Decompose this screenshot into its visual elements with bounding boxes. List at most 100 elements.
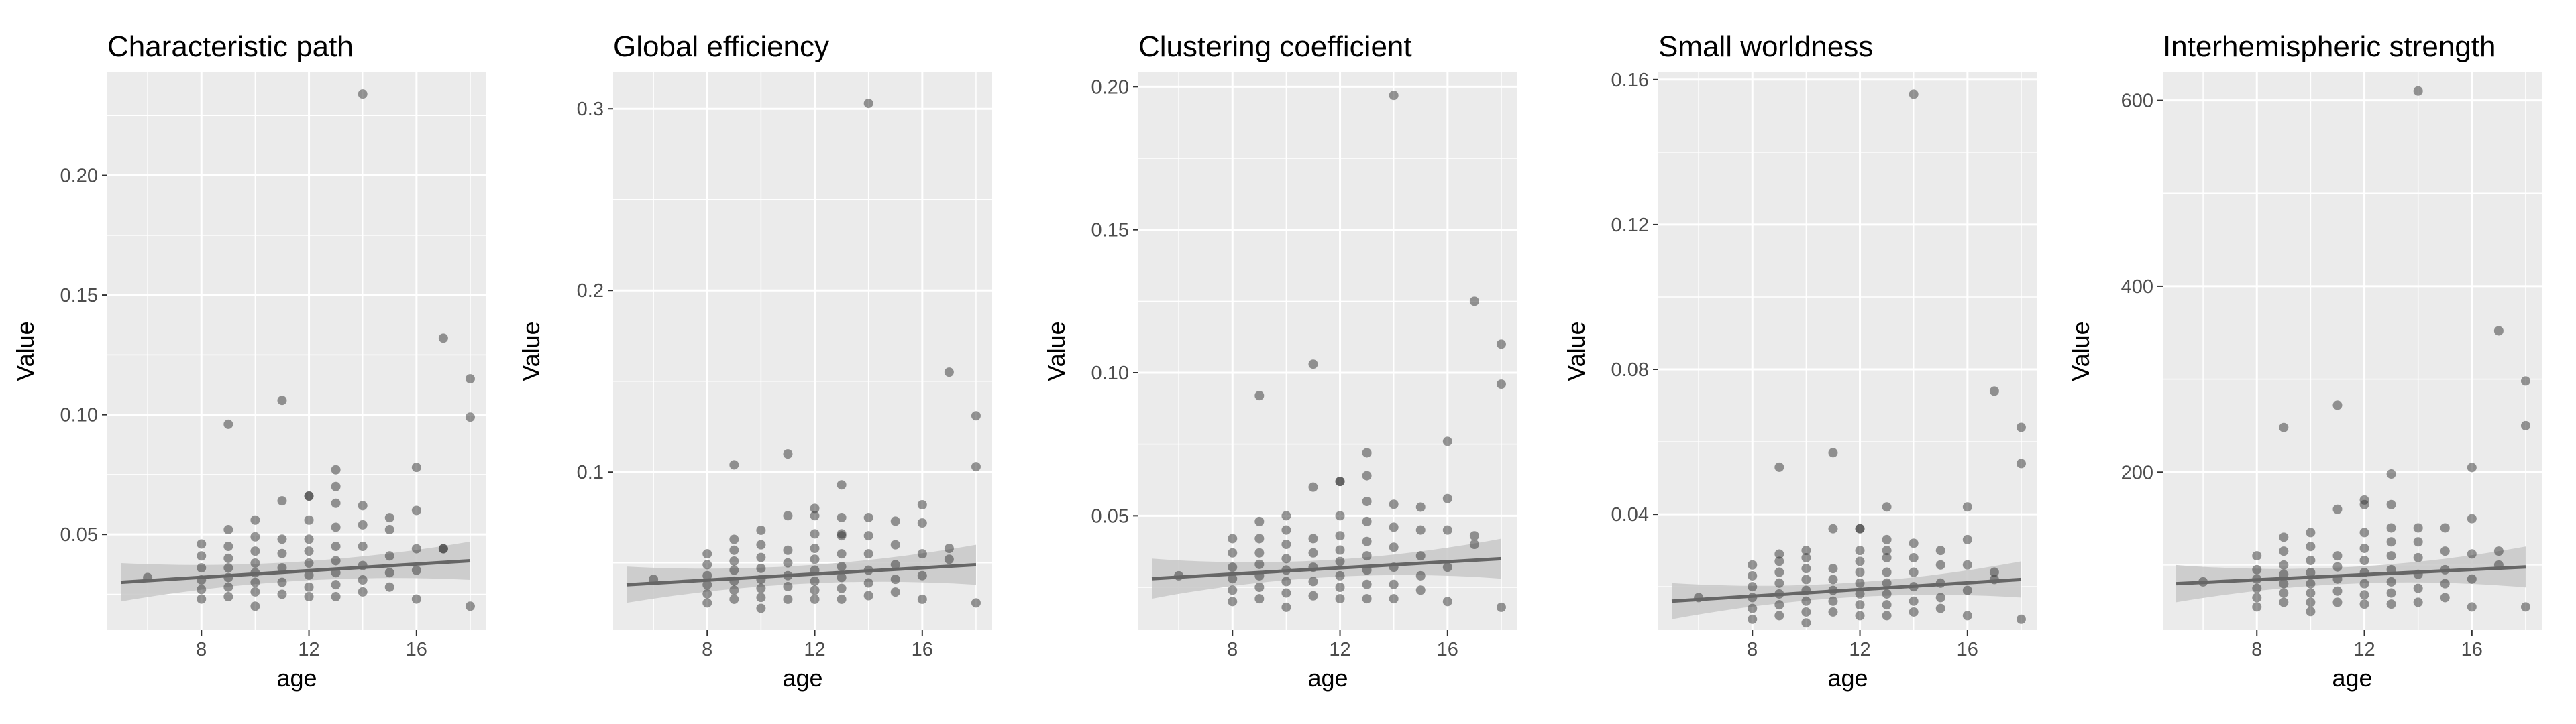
data-point	[2332, 562, 2343, 572]
data-point	[1362, 471, 1372, 481]
data-point	[1496, 602, 1506, 612]
data-point	[2493, 326, 2504, 336]
data-point	[1254, 534, 1265, 544]
data-point	[1442, 436, 1452, 446]
data-point	[1362, 551, 1372, 561]
data-point	[1855, 589, 1865, 599]
data-point	[1828, 448, 1838, 458]
data-point	[358, 575, 368, 585]
data-point	[2359, 590, 2369, 600]
data-point	[277, 534, 287, 544]
data-point	[2359, 543, 2369, 553]
y-tick-label: 0.05	[1091, 505, 1129, 527]
data-point	[1281, 588, 1291, 598]
y-tick-label: 0.05	[60, 524, 98, 546]
data-point	[1335, 545, 1345, 555]
data-point	[411, 463, 421, 473]
x-tick-label: 8	[1747, 639, 1758, 660]
data-point	[1909, 567, 1919, 577]
data-point	[2359, 528, 2369, 538]
data-point	[1308, 359, 1318, 369]
data-point	[1774, 549, 1784, 559]
data-point	[358, 89, 368, 99]
data-point	[1442, 597, 1452, 607]
data-point	[1774, 611, 1784, 621]
data-point	[756, 552, 766, 562]
data-point	[1335, 583, 1345, 592]
data-point	[2279, 546, 2289, 556]
data-point	[2467, 463, 2477, 473]
data-point	[810, 511, 820, 521]
panel-3: 8 12 16 0.05 0.10 0.15 0.20 Clustering coeffici…	[1042, 30, 1517, 692]
data-point	[1855, 567, 1865, 577]
data-point	[1962, 611, 1972, 621]
data-point	[1748, 582, 1758, 592]
data-point	[1855, 524, 1865, 534]
data-point	[1228, 585, 1238, 595]
panel-4: 8 12 16 0.04 0.08 0.12 0.16 Small worldness age V…	[1562, 30, 2037, 692]
data-point	[358, 520, 368, 530]
data-point	[1469, 531, 1479, 541]
data-point	[2467, 574, 2477, 584]
x-tick-label: 8	[1227, 639, 1238, 660]
data-point	[197, 585, 207, 595]
data-point	[729, 460, 739, 470]
y-tick-label: 600	[2121, 90, 2153, 112]
data-point	[331, 580, 341, 590]
data-point	[1389, 542, 1399, 552]
data-point	[1882, 546, 1892, 556]
data-point	[702, 580, 712, 590]
data-point	[1281, 554, 1291, 564]
x-axis-title: age	[2332, 664, 2372, 692]
data-point	[2279, 579, 2289, 589]
data-point	[1281, 602, 1291, 612]
data-point	[783, 449, 793, 459]
data-point	[1254, 594, 1265, 604]
data-point	[1855, 556, 1865, 566]
data-point	[1415, 570, 1426, 581]
data-point	[2306, 568, 2316, 578]
data-point	[438, 333, 448, 343]
x-tick-label: 16	[406, 639, 427, 660]
data-point	[197, 539, 207, 549]
data-point	[783, 594, 793, 604]
data-point	[756, 593, 766, 603]
data-point	[1828, 524, 1838, 534]
plot-background	[2163, 72, 2542, 630]
data-point	[2279, 560, 2289, 570]
data-point	[1308, 577, 1318, 587]
panel-1: 8 12 16 0.05 0.10 0.15 0.20 Characteristic path…	[11, 30, 486, 692]
data-point	[465, 412, 475, 422]
y-tick-label: 0.20	[60, 166, 98, 187]
x-axis-title: age	[1307, 664, 1348, 692]
data-point	[1335, 570, 1345, 581]
x-tick-label: 16	[2461, 639, 2483, 660]
plot-background	[107, 72, 486, 630]
data-point	[2279, 597, 2289, 607]
y-axis-title: Value	[517, 321, 545, 381]
data-point	[810, 585, 820, 595]
y-tick-label: 0.10	[60, 405, 98, 426]
data-point	[729, 585, 739, 595]
data-point	[197, 594, 207, 604]
data-point	[2016, 422, 2026, 432]
data-point	[411, 594, 421, 604]
data-point	[2306, 579, 2316, 589]
x-tick-label: 16	[912, 639, 933, 660]
data-point	[1362, 497, 1372, 506]
data-point	[304, 515, 314, 525]
data-point	[756, 563, 766, 573]
data-point	[1469, 296, 1479, 306]
data-point	[384, 513, 394, 523]
data-point	[1308, 482, 1318, 492]
data-point	[702, 598, 712, 608]
data-point	[917, 594, 927, 604]
data-point	[1774, 600, 1784, 610]
data-point	[1415, 525, 1426, 535]
data-point	[810, 544, 820, 554]
data-point	[1442, 525, 1452, 535]
data-point	[1748, 603, 1758, 613]
data-point	[384, 525, 394, 535]
data-point	[2306, 556, 2316, 565]
data-point	[2386, 469, 2396, 479]
